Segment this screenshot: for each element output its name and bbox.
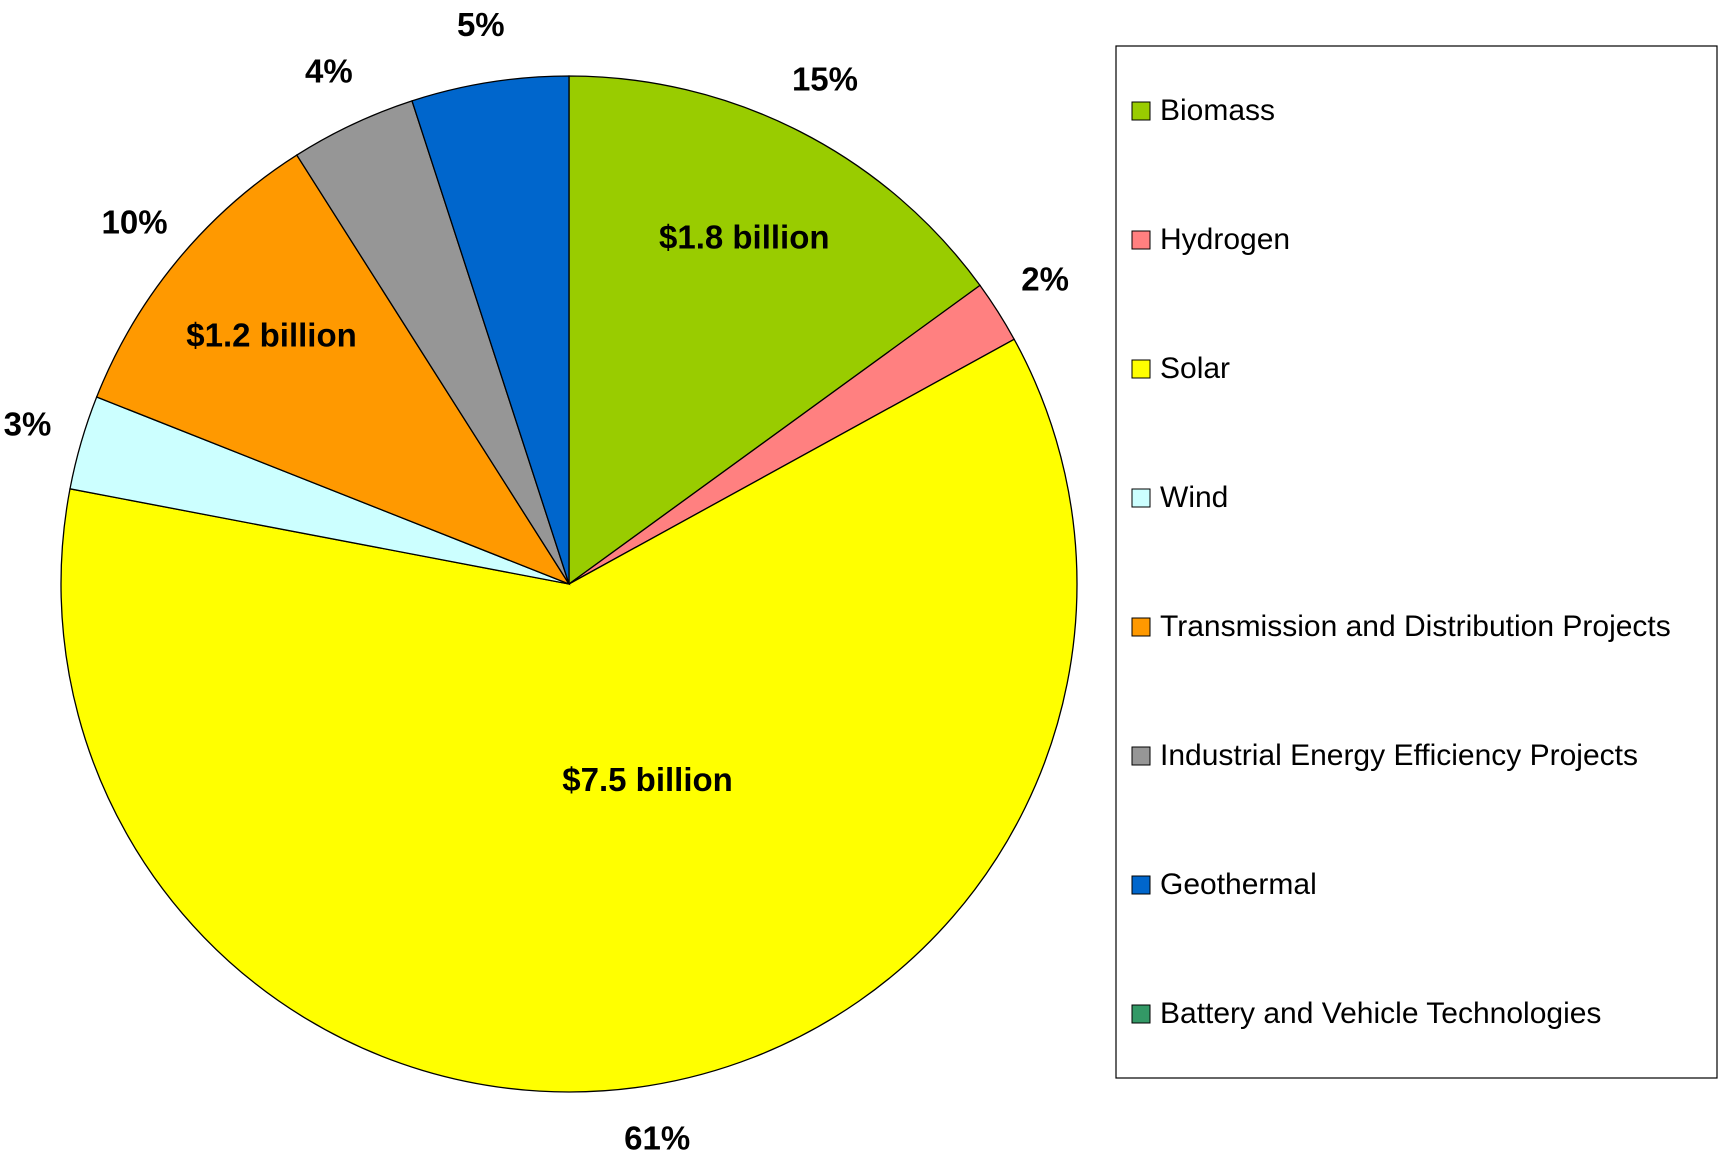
pie-slice <box>568 75 981 586</box>
legend-label: Industrial Energy Efficiency Projects <box>1160 739 1638 772</box>
legend-label: Battery and Vehicle Technologies <box>1160 997 1601 1030</box>
percent-label: 2% <box>1021 261 1069 298</box>
legend-label: Biomass <box>1160 94 1275 127</box>
amount-label: $1.8 billion <box>659 219 830 256</box>
legend-swatch <box>1131 359 1151 379</box>
percent-label: 10% <box>101 203 167 240</box>
legend-swatch <box>1131 488 1151 508</box>
amount-label: $1.2 billion <box>186 317 357 354</box>
pie-slice <box>95 154 571 586</box>
legend-label: Transmission and Distribution Projects <box>1160 610 1671 643</box>
legend-label: Geothermal <box>1160 868 1317 901</box>
legend-swatch <box>1131 617 1151 637</box>
legend-box <box>1115 45 1718 1079</box>
percent-label: 5% <box>457 6 505 43</box>
legend-swatch <box>1131 230 1151 250</box>
legend-label: Solar <box>1160 352 1230 385</box>
percent-label: 3% <box>4 405 52 442</box>
pie-slice <box>60 338 1078 1093</box>
percent-label: 61% <box>624 1120 690 1157</box>
legend-swatch <box>1131 746 1151 766</box>
pie-slice <box>411 75 570 585</box>
legend-swatch <box>1131 1004 1151 1024</box>
legend-label: Wind <box>1160 481 1228 514</box>
amount-label: $7.5 billion <box>562 761 733 798</box>
percent-label: 15% <box>792 60 858 97</box>
percent-label: 4% <box>305 53 353 90</box>
legend-swatch <box>1131 875 1151 895</box>
legend-swatch <box>1131 101 1151 121</box>
legend-label: Hydrogen <box>1160 223 1290 256</box>
